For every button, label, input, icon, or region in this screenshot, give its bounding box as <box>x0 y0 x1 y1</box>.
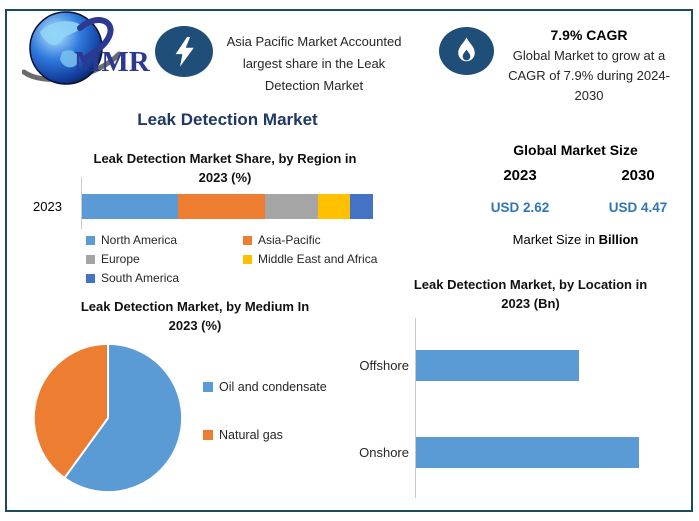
category-label: Offshore <box>359 358 409 373</box>
legend-label: Europe <box>101 252 140 266</box>
location-plot: Offshore Onshore <box>359 318 661 498</box>
infographic-border <box>5 9 693 512</box>
logo-text: MMR <box>74 46 151 78</box>
legend-swatch <box>243 235 252 245</box>
bar <box>416 350 580 381</box>
medium-chart-title: Leak Detection Market, by Medium In 2023… <box>25 297 365 335</box>
location-chart-title-line: 2023 (Bn) <box>501 296 560 311</box>
highlight-line: Asia Pacific Market Accounted <box>226 34 402 49</box>
cagr-line: CAGR of 7.9% during 2024- <box>508 68 670 83</box>
page-title: Leak Detection Market <box>137 110 318 129</box>
location-chart-title-line: Leak Detection Market, by Location in <box>413 277 648 292</box>
region-y-axis <box>81 177 82 229</box>
bar-segment <box>349 194 373 219</box>
legend-swatch <box>243 254 252 264</box>
medium-chart-title-line: 2023 (%) <box>168 318 222 333</box>
legend-item: Europe <box>86 252 243 266</box>
region-chart-title: Leak Detection Market Share, by Region i… <box>45 149 405 187</box>
cagr-line: Global Market to grow at a <box>512 48 666 63</box>
globe-logo-icon: MMR <box>21 11 151 85</box>
legend-label: South America <box>101 271 180 285</box>
bar-segment <box>82 194 179 219</box>
medium-legend: Oil and condensate Natural gas <box>203 380 327 442</box>
footnote-unit: Billion <box>598 232 639 247</box>
bar-segment <box>317 194 350 219</box>
market-size-year-end: 2030 <box>621 167 655 184</box>
region-chart-title-line: 2023 (%) <box>198 170 252 185</box>
medium-pie-svg <box>32 342 184 493</box>
legend-item: Oil and condensate <box>203 380 327 394</box>
legend-swatch <box>86 235 95 245</box>
legend-label: Natural gas <box>219 428 283 442</box>
region-chart-title-line: Leak Detection Market Share, by Region i… <box>93 151 357 166</box>
highlight-line: Detection Market <box>264 78 364 93</box>
cagr-line: 2030 <box>574 88 604 103</box>
legend-item: Middle East and Africa <box>243 252 393 266</box>
market-size-footnote: Market Size in Billion <box>468 232 683 247</box>
region-category-label: 2023 <box>33 199 62 214</box>
footnote-prefix: Market Size in <box>512 232 599 247</box>
bar <box>416 437 639 468</box>
legend-swatch <box>86 254 95 264</box>
market-size-value-start: USD 2.62 <box>490 200 550 215</box>
category-label: Onshore <box>359 445 409 460</box>
lightning-badge <box>155 26 213 77</box>
location-row: Offshore <box>359 350 661 381</box>
market-size-title: Global Market Size <box>513 142 638 158</box>
pie-slice <box>63 342 184 493</box>
lightning-icon <box>175 36 194 67</box>
cagr-title: 7.9% CAGR <box>550 27 628 43</box>
legend-item: North America <box>86 233 243 247</box>
pie-slice <box>32 342 109 479</box>
region-legend: North America Asia-Pacific Europe Middle Ea… <box>86 233 396 285</box>
legend-label: North America <box>101 233 178 247</box>
region-stacked-bar <box>82 194 373 219</box>
location-row: Onshore <box>359 437 661 468</box>
highlight-text: Asia Pacific Market Accounted largest sh… <box>218 31 410 97</box>
legend-item: Asia-Pacific <box>243 233 393 247</box>
legend-label: Oil and condensate <box>219 380 327 394</box>
highlight-line: largest share in the Leak <box>242 56 386 71</box>
legend-label: Middle East and Africa <box>258 252 378 266</box>
cagr-block: 7.9% CAGR Global Market to grow at a CAG… <box>494 27 684 106</box>
legend-item: South America <box>86 271 243 285</box>
flame-badge <box>439 27 494 75</box>
legend-label: Asia-Pacific <box>258 233 321 247</box>
mmr-logo: MMR <box>21 8 152 93</box>
location-chart-title: Leak Detection Market, by Location in 20… <box>398 275 663 313</box>
bar-segment <box>178 194 266 219</box>
market-size-year-start: 2023 <box>503 167 537 184</box>
market-size-value-end: USD 4.47 <box>608 200 668 215</box>
legend-swatch <box>203 382 213 392</box>
legend-swatch <box>86 273 95 283</box>
bar-segment <box>265 194 318 219</box>
medium-chart-title-line: Leak Detection Market, by Medium In <box>80 299 310 314</box>
legend-swatch <box>203 430 213 440</box>
legend-item: Natural gas <box>203 428 327 442</box>
flame-icon <box>458 37 475 62</box>
